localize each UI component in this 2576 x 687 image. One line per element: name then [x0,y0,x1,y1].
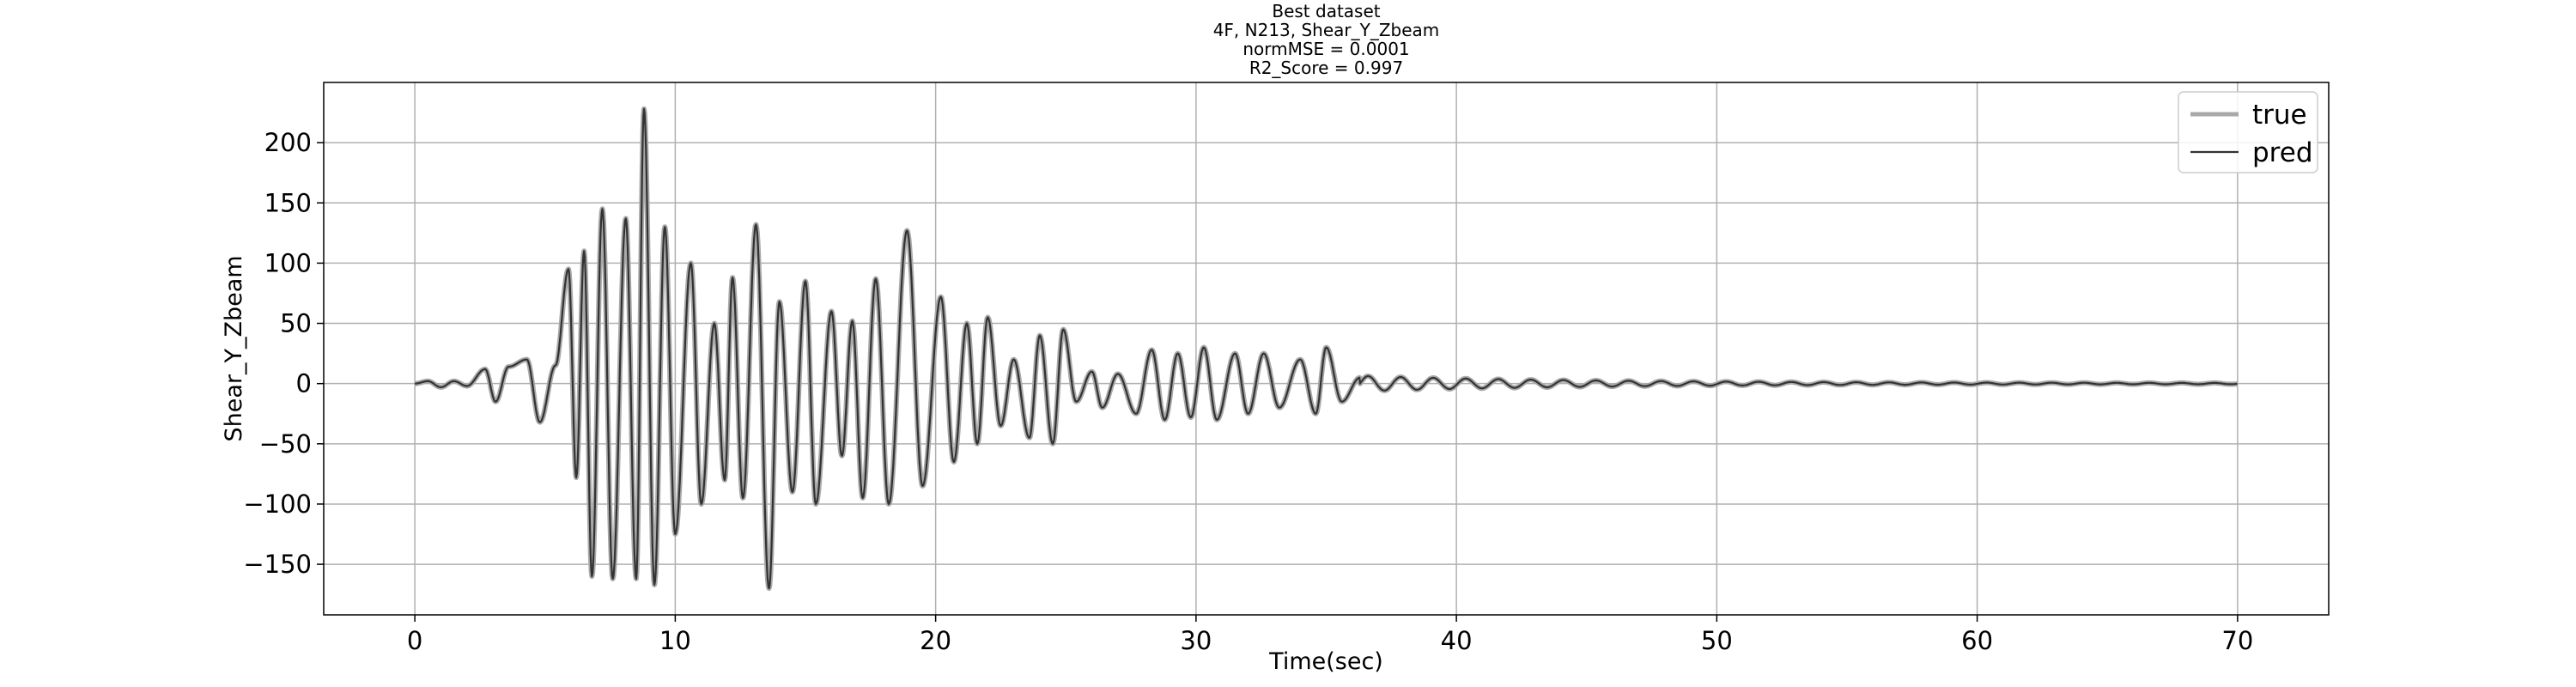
x-tick-label: 0 [407,626,422,655]
y-tick-label: 50 [280,309,312,338]
legend-label-pred: pred [2252,137,2313,168]
x-tick-label: 10 [659,626,691,655]
title-line: normMSE = 0.0001 [1242,39,1409,59]
x-tick-label: 50 [1701,626,1733,655]
y-tick-label: 200 [264,128,312,157]
y-axis-label: Shear_Y_Zbeam [221,255,247,441]
series-line-pred [414,107,2238,590]
legend-label-true: true [2252,100,2307,131]
plot-frame [323,82,2330,616]
series-lines [412,106,2239,592]
y-tick-label: −150 [243,550,312,579]
y-tick-label: 150 [264,188,312,217]
title-line: Best dataset [1272,1,1380,21]
legend: true pred [2178,91,2318,173]
y-tick-label: −50 [259,429,312,459]
x-tick-label: 70 [2221,626,2253,655]
x-tick-label: 60 [1961,626,1993,655]
y-tick-label: 0 [296,369,312,398]
x-axis-label: Time(sec) [1268,648,1383,675]
title-line: R2_Score = 0.997 [1249,58,1403,78]
tick-labels: 0 10 20 30 40 50 60 70 −150 −100 −50 0 50 100 150 200 [243,128,2253,655]
x-tick-label: 20 [920,626,951,655]
x-tick-label: 30 [1180,626,1212,655]
x-tick-label: 40 [1441,626,1473,655]
y-tick-label: −100 [243,489,312,519]
y-tick-label: 100 [264,248,312,277]
title-line: 4F, N213, Shear_Y_Zbeam [1213,20,1440,40]
